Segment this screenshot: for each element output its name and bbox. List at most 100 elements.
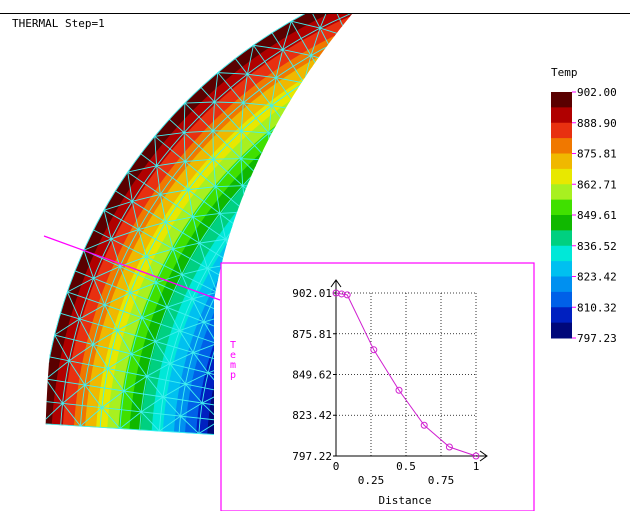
- mesh-diagonal: [423, 47, 435, 71]
- legend-swatch: [551, 184, 572, 201]
- mesh-diagonal: [346, 149, 352, 159]
- mesh-diagonal: [245, 211, 252, 238]
- mesh-diagonal: [131, 353, 148, 377]
- mesh-diagonal: [455, 101, 466, 124]
- mesh-diagonal: [54, 334, 70, 362]
- mesh-diagonal: [345, 124, 351, 150]
- mesh-diagonal: [442, 0, 466, 1]
- mesh-diagonal: [162, 383, 186, 398]
- mesh-diagonal: [601, 42, 623, 58]
- mesh-spoke: [44, 400, 220, 421]
- mesh-spoke: [44, 423, 219, 436]
- mesh-diagonal: [601, 59, 615, 82]
- mesh-diagonal: [267, 160, 270, 187]
- mesh-diagonal: [381, 83, 389, 108]
- mesh-diagonal: [397, 144, 419, 156]
- mesh-diagonal: [515, 94, 530, 115]
- mesh-diagonal: [293, 136, 297, 164]
- legend-swatch: [551, 153, 572, 170]
- mesh-diagonal: [191, 298, 205, 323]
- mesh-diagonal: [613, 0, 630, 4]
- mesh-spoke: [67, 291, 236, 351]
- legend-swatch: [551, 122, 572, 139]
- mesh-diagonal: [159, 415, 181, 432]
- mesh-diagonal: [213, 72, 219, 103]
- mesh-diagonal: [374, 134, 397, 145]
- mesh-diagonal: [198, 242, 208, 269]
- mesh-spoke: [74, 270, 241, 337]
- mesh-diagonal: [515, 114, 531, 133]
- mesh-diagonal: [183, 103, 186, 133]
- mesh-diagonal: [188, 186, 216, 191]
- mesh-diagonal: [485, 118, 502, 136]
- x-axis-label: Distance: [379, 494, 432, 507]
- mesh-diagonal: [615, 66, 630, 81]
- mesh-diagonal: [276, 77, 304, 84]
- legend-value: 849.61: [577, 209, 617, 222]
- x-tick-label: 0.75: [428, 474, 455, 487]
- mesh-diagonal: [155, 330, 180, 342]
- y-tick-label: 797.22: [292, 450, 332, 463]
- mesh-diagonal: [513, 75, 531, 94]
- plot-series: [332, 289, 480, 460]
- x-axis-arrow: [479, 450, 488, 462]
- mesh-diagonal: [585, 19, 607, 36]
- mesh-diagonal: [166, 307, 180, 331]
- mesh-diagonal: [347, 36, 352, 48]
- mesh-diagonal: [381, 109, 404, 121]
- mesh-diagonal: [181, 274, 193, 300]
- y-tick-label: 875.81: [292, 328, 332, 341]
- mesh-diagonal: [531, 113, 546, 133]
- mesh-diagonal: [154, 341, 171, 364]
- mesh-diagonal: [180, 415, 200, 434]
- mesh-diagonal: [271, 212, 278, 238]
- mesh-diagonal: [607, 4, 630, 20]
- mesh-diagonal: [62, 403, 81, 427]
- mesh-diagonal: [110, 229, 139, 240]
- mesh-diagonal: [359, 0, 373, 10]
- mesh-diagonal: [466, 79, 479, 101]
- mesh-diagonal: [92, 344, 109, 369]
- legend-value: 862.71: [577, 178, 617, 191]
- mesh-diagonal: [247, 73, 277, 79]
- mesh-diagonal: [44, 403, 63, 424]
- mesh-diagonal: [411, 34, 435, 48]
- x-tick-label: 0.5: [396, 460, 416, 473]
- legend-swatch: [551, 322, 572, 339]
- mesh-diagonal: [293, 163, 296, 190]
- legend-value: 836.52: [577, 240, 617, 253]
- mesh-diagonal: [530, 94, 546, 114]
- mesh-diagonal: [68, 360, 86, 386]
- mesh-diagonal: [268, 159, 295, 164]
- mesh-diagonal: [319, 193, 344, 201]
- mesh-diagonal: [181, 267, 208, 275]
- mesh-spoke: [330, 14, 352, 163]
- mesh-diagonal: [330, 89, 352, 99]
- mesh-diagonal: [172, 242, 200, 250]
- mesh-spoke: [60, 312, 232, 365]
- top-rule: [0, 13, 630, 14]
- mesh-diagonal: [123, 375, 147, 392]
- mesh-diagonal: [617, 127, 630, 142]
- probe-line[interactable]: [43, 235, 221, 301]
- mesh-diagonal: [319, 142, 322, 169]
- mesh-diagonal: [319, 14, 332, 29]
- mesh-diagonal: [503, 114, 516, 135]
- mesh-diagonal: [434, 109, 455, 124]
- mesh-diagonal: [295, 136, 322, 143]
- mesh-diagonal: [165, 216, 194, 223]
- mesh-diagonal: [271, 77, 277, 106]
- mesh-diagonal: [423, 71, 445, 85]
- mesh-diagonal: [303, 82, 331, 91]
- legend-swatch: [551, 138, 572, 154]
- mesh-diagonal: [117, 317, 143, 331]
- mesh-diagonal: [192, 352, 209, 374]
- series-line: [335, 292, 477, 457]
- mesh-diagonal: [159, 194, 167, 223]
- mesh-diagonal: [103, 210, 112, 240]
- series-point: [343, 291, 351, 299]
- mesh-diagonal: [458, 62, 479, 78]
- mesh-diagonal: [474, 118, 485, 140]
- mesh-diagonal: [291, 20, 321, 29]
